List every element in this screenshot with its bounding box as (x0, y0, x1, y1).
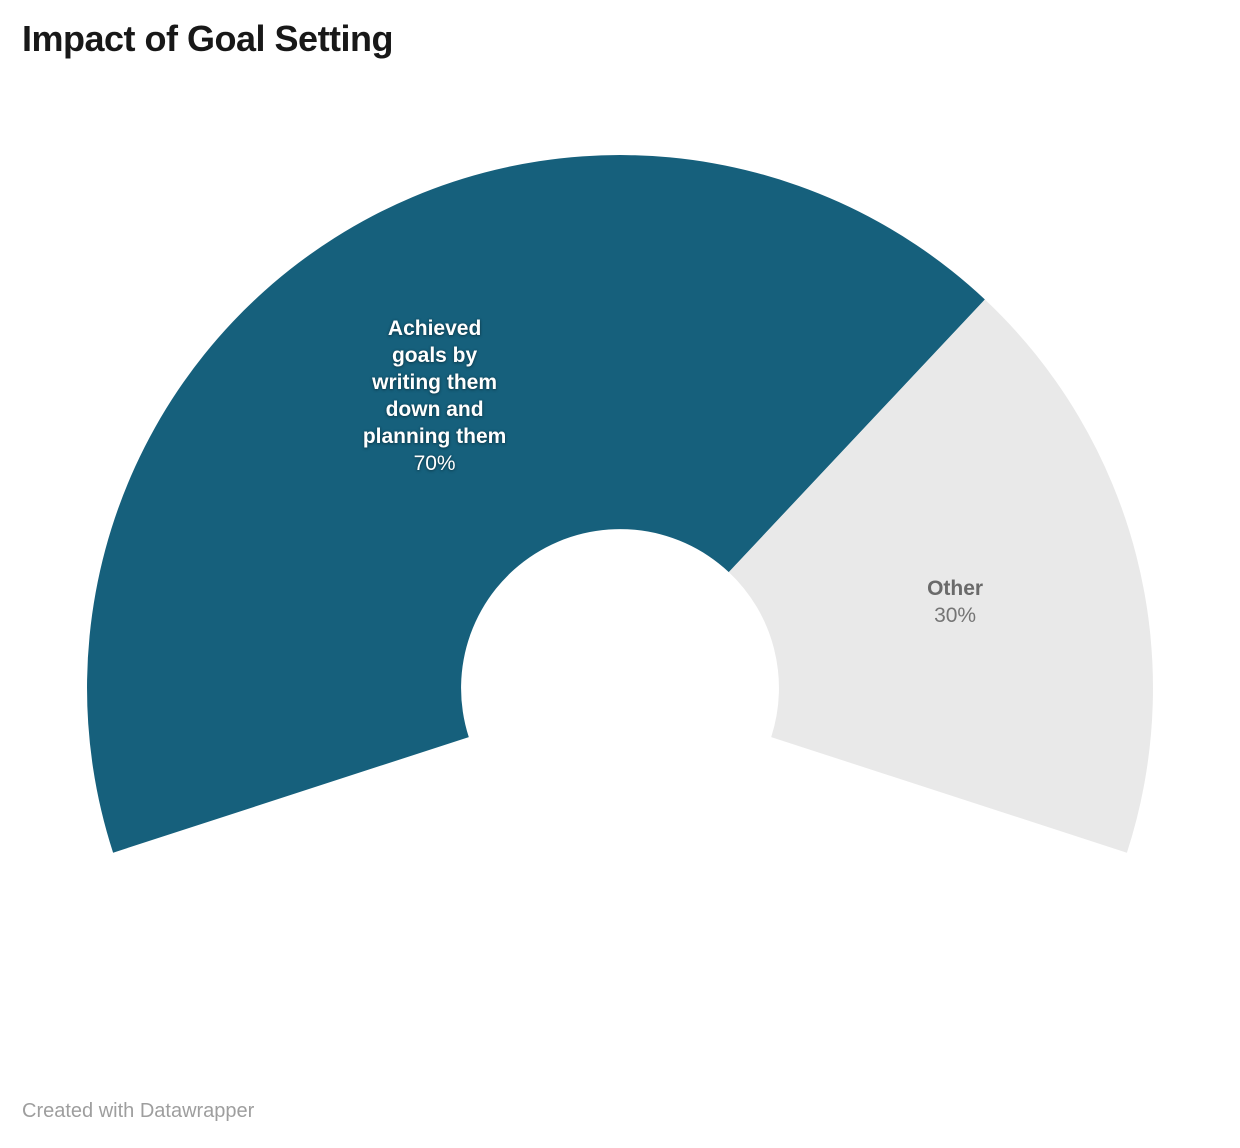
gauge-slice-other[interactable] (728, 299, 1153, 853)
gauge-slice-primary[interactable] (87, 155, 985, 853)
chart-title: Impact of Goal Setting (22, 18, 394, 59)
attribution-link[interactable]: Created with Datawrapper (22, 1100, 255, 1122)
